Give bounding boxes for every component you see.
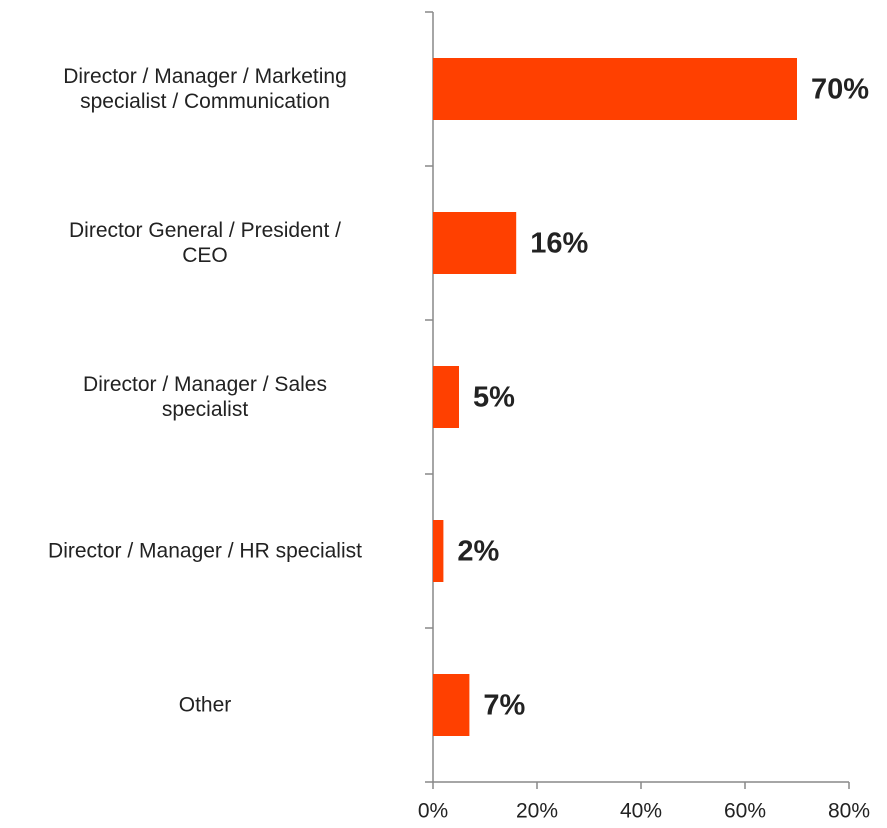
bar [433,520,444,582]
value-label: 16% [530,228,588,260]
x-tick-label: 20% [516,800,558,823]
x-tick-label: 60% [724,800,766,823]
bar [433,366,459,428]
value-label: 70% [811,74,869,106]
x-tick-label: 40% [620,800,662,823]
bar [433,58,797,120]
y-tick-label: Director / Manager / Sales specialist [83,373,327,421]
value-label: 5% [473,382,515,414]
value-label: 2% [457,536,499,568]
x-tick-label: 0% [418,800,448,823]
y-tick-label: Director General / President / CEO [69,219,341,267]
x-tick-label: 80% [828,800,870,823]
y-tick-label: Director / Manager / Marketing specialis… [63,65,347,113]
bar [433,674,470,736]
y-tick-label: Director / Manager / HR specialist [48,539,362,563]
y-tick-label: Other [178,693,232,717]
bar [433,212,517,274]
value-label: 7% [483,690,525,722]
